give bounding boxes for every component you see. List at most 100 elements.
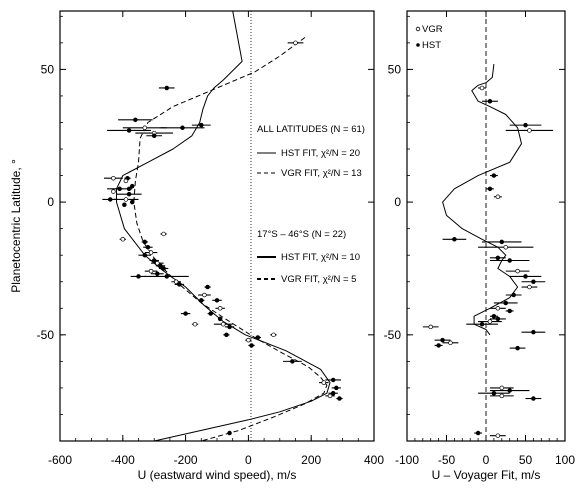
left-data-point [224, 332, 229, 338]
annotation-hst-fit-1: HST FIT, χ²/N = 20 [281, 148, 360, 159]
left-xlabel: U (eastward wind speed), m/s [138, 468, 297, 482]
annotation-all-latitudes: ALL LATITUDES (N = 61) [257, 124, 365, 135]
right-data-point [452, 237, 457, 242]
left-data-point [122, 202, 127, 208]
left-data-point [177, 282, 182, 287]
right-data-point [479, 85, 485, 91]
right-data-point [511, 292, 516, 298]
right-data-point [428, 324, 433, 330]
left-ytick-label: -50 [37, 328, 55, 342]
right-ytick-label: 50 [388, 62, 402, 76]
left-data-point [148, 268, 154, 274]
annotation-hst-fit-2: HST FIT, χ²/N = 10 [281, 252, 360, 263]
left-data-point [180, 125, 185, 131]
right-ytick-label: -50 [384, 328, 402, 342]
left-data-point [111, 175, 116, 181]
right-data-point [491, 313, 497, 319]
right-data-point [440, 337, 445, 343]
left-xtick-label: 0 [245, 453, 252, 467]
right-data-point [507, 308, 512, 314]
right-data-point [495, 306, 501, 311]
right-data-point [523, 274, 528, 279]
right-ytick-label: 0 [394, 195, 401, 209]
left-data-point [126, 186, 132, 192]
left-data-point [173, 279, 179, 284]
left-data-point [120, 237, 126, 242]
annotation-17s-46s: 17°S – 46°S (N = 22) [257, 229, 346, 240]
left-data-point [330, 377, 336, 383]
left-ylabel: Planetocentric Latitude, ° [9, 159, 23, 293]
right-data-point [515, 345, 520, 351]
left-data-point [321, 380, 327, 385]
right-xtick-label: 100 [555, 453, 575, 467]
legend-vgr-label: VGR [422, 24, 443, 35]
right-data-point [448, 340, 453, 346]
right-data-point [479, 321, 485, 327]
left-data-point [337, 396, 342, 401]
right-data-point [487, 186, 493, 192]
left-data-point [126, 128, 132, 133]
left-data-point [123, 178, 129, 184]
left-data-point [161, 266, 166, 271]
right-data-point [503, 300, 509, 306]
left-panel: -600 -400 -200 0 200 400 50 0 -50 U (eastward w… [9, 10, 384, 482]
left-data-point [164, 274, 170, 279]
right-data-point [499, 239, 505, 245]
right-data-point [503, 244, 509, 250]
right-xlabel: U – Voyager Fit, m/s [432, 468, 541, 482]
left-data-point [158, 263, 163, 269]
left-xtick-label: -400 [111, 453, 135, 467]
left-xtick-label: 400 [364, 453, 384, 467]
left-data-point [202, 292, 207, 298]
left-data-point [199, 298, 204, 303]
annotation-vgr-fit-1: VGR FIT, χ²/N = 13 [281, 168, 362, 179]
left-ytick-label: 0 [47, 195, 54, 209]
left-data-point [227, 430, 232, 436]
right-data-point [531, 279, 536, 284]
left-data-point [327, 393, 333, 399]
right-data-point [507, 388, 512, 393]
left-data-point [117, 186, 122, 192]
left-data-point [199, 122, 204, 128]
right-data-point [495, 316, 501, 322]
left-data-point [290, 359, 295, 364]
left-data-point [271, 332, 276, 338]
left-data-point [148, 250, 154, 255]
left-data-point [145, 244, 151, 250]
left-data-point [155, 271, 160, 277]
left-plot-frame [59, 10, 375, 442]
legend-vgr-marker [415, 26, 421, 32]
right-xtick-label: -50 [438, 453, 456, 467]
right-data-point [499, 385, 505, 391]
left-ytick-label: 50 [41, 62, 55, 76]
left-data-point [123, 197, 129, 202]
left-data-point [249, 343, 254, 348]
left-data-point [133, 117, 138, 123]
left-data-point [164, 85, 170, 91]
left-data-point [126, 191, 132, 197]
right-data-point [436, 343, 441, 348]
right-panel: -100 -50 0 50 100 50 0 -50 U – Voyager Fit, m/… [384, 10, 575, 482]
left-data-point [217, 306, 223, 311]
left-data-point [214, 298, 220, 303]
right-data-point [487, 319, 493, 324]
right-data-point [531, 329, 536, 335]
right-data-point [507, 258, 512, 263]
left-data-point [129, 199, 135, 205]
right-data-point [495, 194, 501, 200]
left-data-point [246, 337, 251, 343]
right-data-point [527, 284, 532, 290]
right-data-point [499, 393, 505, 399]
left-data-point [293, 40, 298, 46]
left-data-point [129, 183, 135, 189]
right-data-point [491, 390, 497, 396]
left-xtick-label: 200 [301, 453, 321, 467]
left-data-point [221, 321, 226, 327]
left-data-point [151, 258, 157, 263]
right-data-point [475, 430, 481, 436]
left-data-point [107, 197, 113, 202]
left-data-point [255, 335, 261, 340]
right-data-point [491, 173, 497, 178]
legend-hst-label: HST [422, 40, 441, 51]
